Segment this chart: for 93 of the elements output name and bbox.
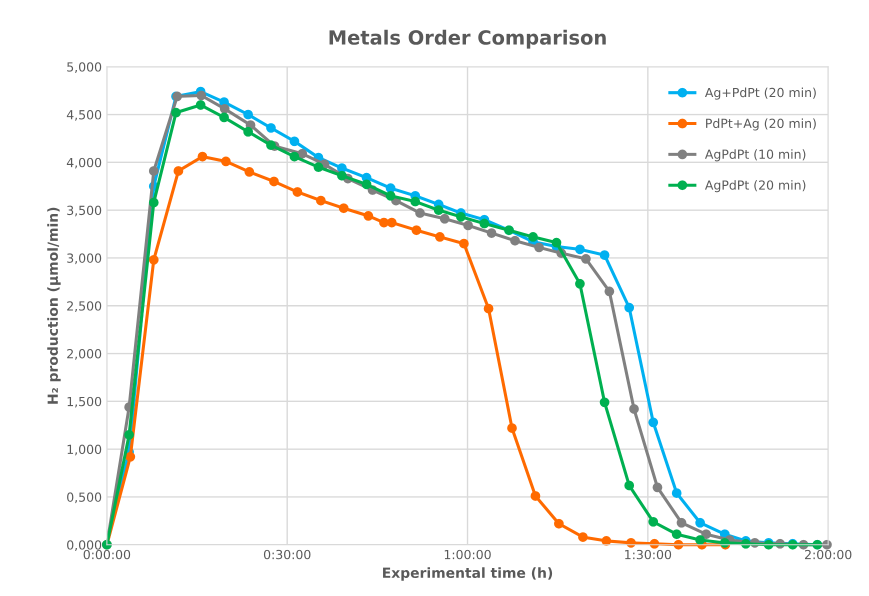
legend-label: PdPt+Ag (20 min) xyxy=(706,118,816,131)
y-axis-title: H₂ production (µmol/min) xyxy=(47,208,61,404)
point xyxy=(552,238,562,248)
y-tick-label: 2,000 xyxy=(67,349,102,360)
y-tick-label: 1,500 xyxy=(68,396,102,408)
point xyxy=(604,286,614,296)
x-tick-label: 2:00:00 xyxy=(804,550,852,560)
point xyxy=(219,112,229,122)
point xyxy=(266,123,276,133)
legend-label: Ag+PdPt (20 min) xyxy=(704,88,816,100)
point xyxy=(266,140,276,150)
point xyxy=(652,482,662,492)
point xyxy=(415,208,425,218)
point xyxy=(125,452,136,462)
y-tick-label: 5,000 xyxy=(67,62,102,73)
point xyxy=(386,218,397,228)
point xyxy=(244,167,254,177)
y-tick-label: 3,000 xyxy=(67,253,102,264)
point xyxy=(316,196,326,206)
point xyxy=(124,430,134,440)
point xyxy=(174,166,184,176)
point xyxy=(363,211,374,221)
point xyxy=(412,225,422,236)
point xyxy=(221,156,231,166)
point xyxy=(510,236,520,246)
point xyxy=(314,162,324,172)
point xyxy=(695,518,705,528)
point xyxy=(463,220,473,230)
point xyxy=(196,90,206,100)
y-tick-label: 4,000 xyxy=(66,158,102,169)
y-tick-label: 2,500 xyxy=(67,301,102,312)
point xyxy=(243,110,253,120)
point xyxy=(600,397,610,408)
x-tick-label: 1:30:00 xyxy=(625,550,672,560)
point xyxy=(196,100,206,110)
chart-title: Metals Order Comparison xyxy=(330,30,606,49)
legend-label: AgPdPt (20 min) xyxy=(704,180,806,192)
point xyxy=(410,196,420,206)
point xyxy=(290,152,300,162)
point xyxy=(220,104,230,114)
legend-label: AgPdPt (10 min) xyxy=(704,149,806,162)
point xyxy=(676,518,686,528)
point xyxy=(528,232,538,242)
point xyxy=(672,529,682,540)
point xyxy=(269,176,279,186)
point xyxy=(530,491,540,501)
y-tick-label: 0,000 xyxy=(67,540,102,551)
point xyxy=(171,108,181,118)
point xyxy=(695,535,705,545)
point xyxy=(148,166,159,176)
point xyxy=(338,203,349,214)
point xyxy=(456,212,466,222)
point xyxy=(624,302,634,313)
point xyxy=(534,242,544,252)
y-tick-label: 0,500 xyxy=(67,492,102,504)
point xyxy=(297,148,308,159)
x-tick-label: 0:30:00 xyxy=(264,550,310,560)
point xyxy=(243,126,253,137)
point xyxy=(379,218,389,228)
point xyxy=(362,179,372,190)
point xyxy=(459,238,469,248)
y-tick-label: 1,000 xyxy=(68,444,102,456)
point xyxy=(292,187,302,197)
point xyxy=(148,255,159,265)
point xyxy=(575,244,585,254)
point xyxy=(554,518,564,529)
point xyxy=(440,214,450,224)
point xyxy=(434,205,444,216)
point xyxy=(648,516,658,527)
point xyxy=(629,404,639,414)
point xyxy=(624,480,634,490)
point xyxy=(479,218,490,228)
x-tick-label: 0:00:00 xyxy=(84,550,130,560)
point xyxy=(600,250,610,260)
point xyxy=(435,232,445,242)
point xyxy=(486,228,496,238)
point xyxy=(581,254,591,264)
point xyxy=(484,304,494,314)
point xyxy=(578,532,588,542)
point xyxy=(386,190,396,201)
point xyxy=(337,170,347,181)
point xyxy=(701,529,712,540)
point xyxy=(648,418,658,428)
y-tick-label: 3,500 xyxy=(67,206,102,216)
point xyxy=(290,136,300,146)
y-tick-label: 4,500 xyxy=(66,110,102,121)
x-tick-label: 1:00:00 xyxy=(444,550,491,560)
point xyxy=(507,423,517,433)
point xyxy=(672,488,682,498)
point xyxy=(198,152,208,162)
point xyxy=(148,198,159,208)
point xyxy=(575,278,585,289)
x-axis-title: Experimental time (h) xyxy=(383,567,552,581)
